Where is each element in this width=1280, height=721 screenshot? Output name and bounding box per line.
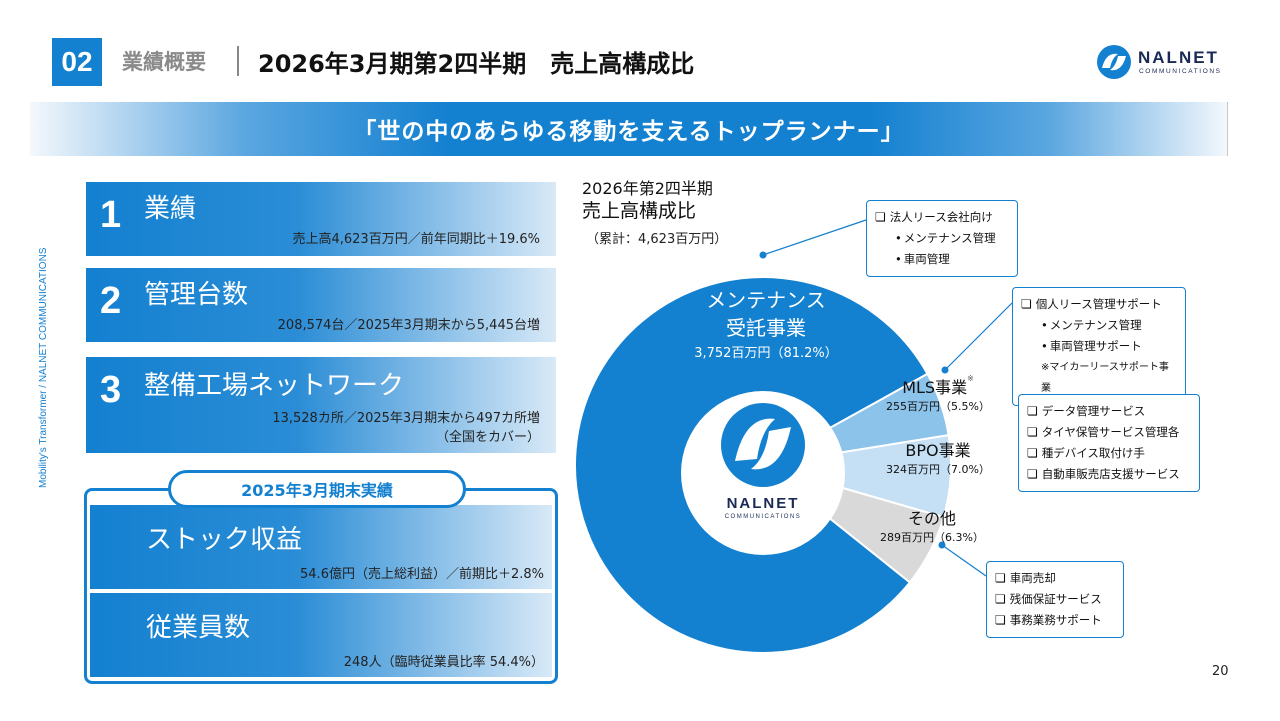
chart-title-line1: 2026年第2四半期: [582, 179, 713, 198]
section-label: 業績概要: [122, 50, 206, 74]
kpi-detail-line2: （全国をカバー）: [435, 430, 540, 445]
leader-dot-1: [941, 366, 949, 374]
kpi-number: 2: [100, 280, 122, 322]
slice-label-other: その他 289百万円（6.3%）: [872, 505, 992, 545]
callout-item: メンテナンス管理: [875, 228, 1009, 249]
kpi-heading: 管理台数: [144, 280, 249, 310]
nalnet-logo: [1097, 45, 1131, 79]
kpi-workshop-network: 3 整備工場ネットワーク 13,528カ所／2025年3月期末から497カ所増 …: [86, 357, 556, 453]
employees-row: 従業員数 248人（臨時従業員比率 54.4%）: [90, 593, 552, 677]
kpi-number: 3: [100, 369, 122, 411]
slice-label-bpo: BPO事業 324百万円（7.0%）: [878, 437, 998, 477]
callout-maintenance: 法人リース会社向け メンテナンス管理 車両管理: [866, 200, 1018, 277]
callout-note: ※マイカーリースサポート事業: [1041, 362, 1169, 394]
employees-detail: 248人（臨時従業員比率 54.4%）: [343, 655, 544, 670]
stock-revenue-detail: 54.6億円（売上総利益）／前期比＋2.8%: [300, 567, 544, 582]
fy-results-tag: 2025年3月期末実績: [168, 470, 466, 508]
slice-label-mls: MLS事業※ 255百万円（5.5%）: [878, 374, 998, 414]
chart-title-line2: 売上高構成比: [582, 200, 697, 222]
fy-results-group: ストック収益 54.6億円（売上総利益）／前期比＋2.8% 従業員数 248人（…: [84, 488, 558, 684]
logo-subtitle: COMMUNICATIONS: [1139, 68, 1222, 75]
chart-title: 2026年第2四半期 売上高構成比: [582, 178, 713, 222]
slice-note-mark: ※: [967, 374, 974, 383]
kpi-heading: 業績: [144, 194, 197, 224]
kpi-detail: 13,528カ所／2025年3月期末から497カ所増 （全国をカバー）: [272, 409, 540, 447]
slogan-banner: 「世の中のあらゆる移動を支えるトップランナー」: [30, 102, 1228, 156]
callout-item: 車両管理サポート: [1021, 336, 1177, 357]
employees-heading: 従業員数: [146, 613, 251, 643]
callout-item: メンテナンス管理: [1021, 315, 1177, 336]
banner-edge-line: [1227, 102, 1228, 156]
slice-value: 255百万円（5.5%）: [886, 400, 990, 413]
stock-revenue-heading: ストック収益: [146, 525, 303, 555]
callout-item: 自動車販売店支援サービス: [1027, 464, 1191, 485]
page-number: 20: [1212, 664, 1229, 679]
page-title: 2026年3月期第2四半期 売上高構成比: [258, 50, 695, 78]
kpi-detail: 208,574台／2025年3月期末から5,445台増: [277, 318, 540, 333]
callout-item: タイヤ保管サービス管理各: [1027, 422, 1191, 443]
kpi-number: 1: [100, 194, 122, 236]
leader-dot-2: [938, 541, 946, 549]
leader-dot-0: [759, 251, 767, 259]
slice-label-maintenance: メンテナンス 受託事業 3,752百万円（81.2%）: [686, 286, 846, 361]
chart-total: （累計：4,623百万円）: [586, 232, 728, 247]
callout-item: 事務業務サポート: [995, 610, 1115, 631]
leader-line-0: [762, 219, 867, 256]
callout-mls: 個人リース管理サポート メンテナンス管理 車両管理サポート ※マイカーリースサポ…: [1012, 287, 1186, 406]
slice-name: MLS事業: [902, 378, 968, 397]
callout-item: 種デバイス取付け手: [1027, 443, 1191, 464]
callout-bpo: データ管理サービス タイヤ保管サービス管理各 種デバイス取付け手 自動車販売店支…: [1018, 394, 1200, 492]
callout-item: 車両管理: [875, 249, 1009, 270]
leader-line-2: [941, 544, 987, 577]
kpi-detail: 売上高4,623百万円／前年同期比＋19.6%: [292, 232, 540, 247]
slice-name-line2: 受託事業: [726, 316, 806, 340]
kpi-detail-line1: 13,528カ所／2025年3月期末から497カ所増: [272, 411, 540, 426]
slice-name: BPO事業: [905, 441, 971, 460]
callout-heading: 法人リース会社向け: [875, 207, 1009, 228]
center-logo-wordmark: NALNET: [727, 495, 800, 512]
kpi-managed-vehicles: 2 管理台数 208,574台／2025年3月期末から5,445台増: [86, 268, 556, 342]
center-logo-mark: [735, 418, 791, 470]
callout-item: データ管理サービス: [1027, 401, 1191, 422]
slogan-text: 「世の中のあらゆる移動を支えるトップランナー」: [353, 119, 905, 145]
kpi-performance: 1 業績 売上高4,623百万円／前年同期比＋19.6%: [86, 182, 556, 256]
slice-value: 289百万円（6.3%）: [880, 531, 984, 544]
slice-value: 3,752百万円（81.2%）: [694, 346, 838, 361]
callout-other: 車両売却 残価保証サービス 事務業務サポート: [986, 561, 1124, 638]
kpi-heading: 整備工場ネットワーク: [144, 371, 405, 401]
slice-value: 324百万円（7.0%）: [886, 463, 990, 476]
center-logo-subtitle: COMMUNICATIONS: [725, 514, 802, 520]
center-logo-icon: [721, 403, 805, 487]
logo-mark-icon: [1097, 45, 1131, 79]
header-divider: [237, 46, 239, 76]
logo-wordmark: NALNET: [1138, 48, 1219, 67]
stock-revenue-row: ストック収益 54.6億円（売上総利益）／前期比＋2.8%: [90, 505, 552, 589]
leader-line-1: [944, 302, 1013, 371]
callout-item: 車両売却: [995, 568, 1115, 589]
slice-name: その他: [907, 509, 956, 528]
callout-heading: 個人リース管理サポート: [1021, 294, 1177, 315]
section-number: 02: [52, 38, 102, 86]
slice-name-line1: メンテナンス: [706, 288, 826, 312]
callout-item: 残価保証サービス: [995, 589, 1115, 610]
